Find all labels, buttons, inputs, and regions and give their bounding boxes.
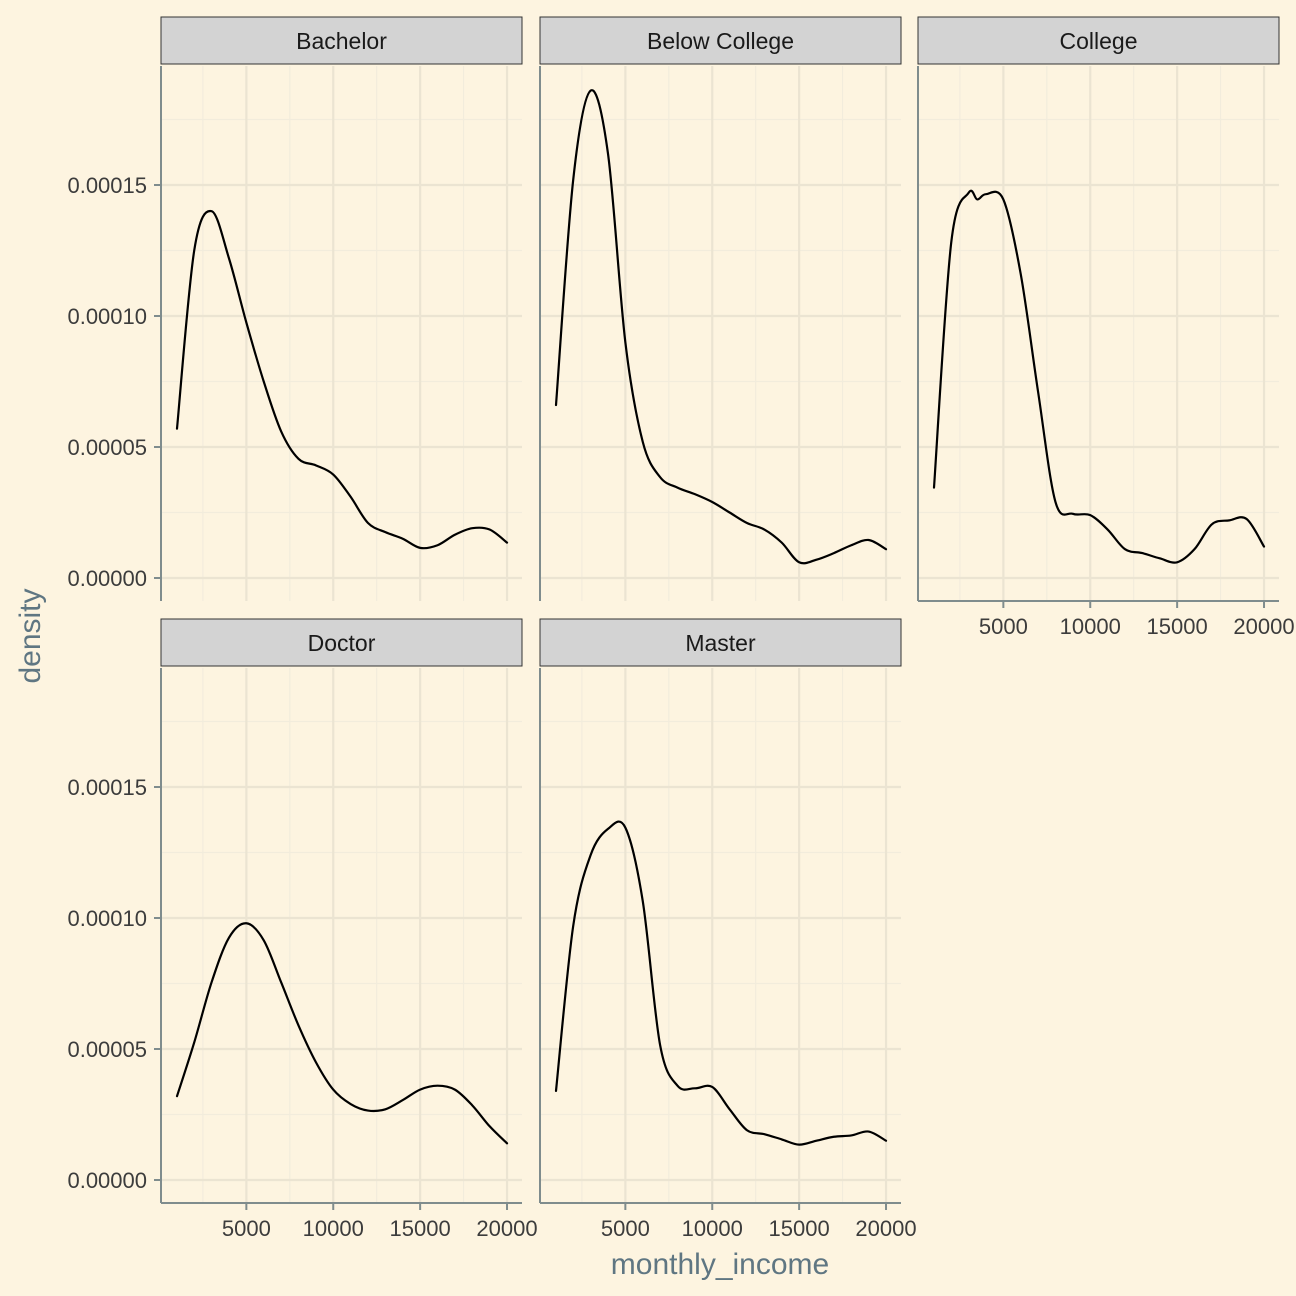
x-axis-title: monthly_income	[611, 1248, 829, 1281]
x-tick-label: 5000	[979, 614, 1028, 639]
y-tick-label: 0.00015	[67, 775, 147, 800]
y-tick-label: 0.00000	[67, 566, 147, 591]
facet-strip-label: Master	[685, 630, 756, 656]
x-tick-label: 20000	[476, 1216, 537, 1241]
facet-panel-below-college: Below College	[539, 16, 902, 601]
facet-panel-college: College 5000 10000 15000 20000	[917, 16, 1295, 639]
x-tick-label: 10000	[682, 1216, 743, 1241]
facet-strip-label: Bachelor	[296, 28, 387, 54]
x-tick-label: 5000	[601, 1216, 650, 1241]
facet-strip	[539, 16, 902, 65]
x-tick-label: 5000	[222, 1216, 271, 1241]
x-tick-label: 15000	[769, 1216, 830, 1241]
y-axis-title: density	[14, 588, 47, 683]
density-line	[554, 89, 888, 565]
y-tick-label: 0.00015	[67, 173, 147, 198]
facet-strip	[160, 16, 523, 65]
x-tick-label: 15000	[390, 1216, 451, 1241]
facet-strip	[539, 618, 902, 667]
y-tick-label: 0.00005	[67, 1037, 147, 1062]
density-line	[175, 922, 509, 1145]
x-tick-label: 20000	[1233, 614, 1294, 639]
facet-panel-master: Master 5000 10000 15000 20000	[539, 618, 917, 1241]
facet-strip	[917, 16, 1280, 65]
y-tick-label: 0.00000	[67, 1168, 147, 1193]
x-tick-label: 15000	[1147, 614, 1208, 639]
density-line	[932, 189, 1266, 564]
x-tick-label: 10000	[303, 1216, 364, 1241]
facet-strip-label: Doctor	[308, 630, 376, 656]
facet-strip	[160, 618, 523, 667]
y-tick-label: 0.00010	[67, 906, 147, 931]
facet-panel-doctor: Doctor 5000 10000 15000 20000 0.00000 0.00005 0…	[67, 618, 538, 1241]
facet-strip-label: Below College	[647, 28, 794, 54]
density-line	[175, 209, 509, 550]
x-tick-label: 10000	[1060, 614, 1121, 639]
density-line	[554, 820, 888, 1146]
facet-panel-bachelor: Bachelor 0.00000 0.00005 0.00010 0.00015	[67, 16, 523, 601]
facet-strip-label: College	[1060, 28, 1138, 54]
y-tick-label: 0.00010	[67, 304, 147, 329]
y-tick-label: 0.00005	[67, 435, 147, 460]
x-tick-label: 20000	[855, 1216, 916, 1241]
